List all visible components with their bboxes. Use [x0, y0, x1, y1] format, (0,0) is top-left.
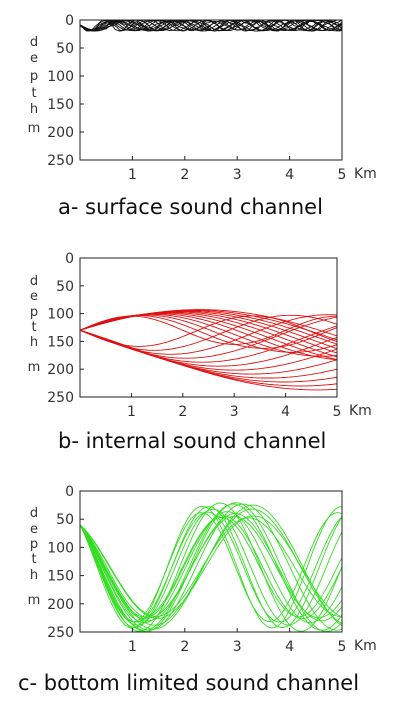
y-tick-label: 100	[47, 307, 74, 323]
x-tick-label: 2	[180, 167, 189, 183]
ray-line	[80, 508, 342, 626]
x-tick-label: 1	[127, 404, 136, 420]
y-tick-label: 50	[56, 279, 74, 295]
y-axis-label-char: p	[30, 69, 38, 84]
y-axis-label-char: p	[30, 537, 38, 552]
y-axis-label-char: t	[31, 320, 36, 335]
y-axis-label-char: e	[30, 522, 38, 537]
x-axis-unit: Km	[354, 166, 377, 182]
x-tick-label: 3	[230, 404, 239, 420]
y-tick-label: 200	[47, 125, 74, 141]
ray-line	[80, 505, 342, 629]
x-tick-label: 5	[333, 404, 342, 420]
y-tick-label: 0	[65, 484, 74, 500]
y-axis-label-char: d	[30, 35, 38, 50]
x-axis-unit: Km	[349, 403, 372, 419]
y-axis-label-char: t	[31, 552, 36, 567]
chart-caption: b- internal sound channel	[58, 429, 326, 453]
ray-line	[80, 313, 337, 361]
y-tick-label: 250	[47, 153, 74, 169]
x-axis-unit: Km	[354, 638, 377, 654]
ray-line	[80, 20, 342, 31]
x-tick-label: 2	[178, 404, 187, 420]
y-axis-label-char: m	[28, 360, 41, 375]
y-tick-label: 150	[47, 569, 74, 585]
ray-group	[80, 20, 342, 32]
y-tick-label: 100	[47, 69, 74, 85]
x-tick-label: 5	[338, 167, 347, 183]
ray-group	[80, 309, 337, 391]
x-tick-label: 5	[338, 639, 347, 655]
plot-frame	[79, 257, 338, 398]
y-axis-label-char: m	[28, 121, 41, 136]
y-axis-label-char: e	[30, 51, 38, 66]
y-tick-label: 150	[47, 334, 74, 350]
y-tick-label: 250	[47, 390, 74, 406]
ray-line	[80, 511, 342, 624]
ray-line	[80, 502, 342, 632]
y-tick-label: 250	[47, 625, 74, 641]
y-axis-label-char: h	[30, 568, 38, 583]
y-axis-label-char: m	[28, 593, 41, 608]
x-tick-label: 4	[285, 167, 294, 183]
ray-line	[80, 309, 337, 337]
ray-line	[80, 20, 342, 32]
plot-frame	[79, 19, 343, 161]
y-tick-label: 200	[47, 597, 74, 613]
x-tick-label: 1	[128, 167, 137, 183]
x-tick-label: 3	[233, 639, 242, 655]
y-tick-label: 50	[56, 512, 74, 528]
ray-line	[80, 329, 337, 391]
y-tick-label: 50	[56, 41, 74, 57]
y-tick-label: 0	[65, 13, 74, 29]
x-tick-label: 1	[128, 639, 137, 655]
x-tick-label: 4	[285, 639, 294, 655]
y-tick-label: 200	[47, 362, 74, 378]
y-axis-label-char: p	[30, 305, 38, 320]
chart-caption: a- surface sound channel	[58, 195, 323, 219]
y-axis-label-char: e	[30, 289, 38, 304]
y-axis-label-char: t	[31, 86, 36, 101]
y-axis-label-char: h	[30, 102, 38, 117]
y-tick-label: 0	[65, 251, 74, 267]
y-axis-label-char: d	[30, 506, 38, 521]
ray-group	[80, 502, 342, 632]
chart-caption: c- bottom limited sound channel	[18, 671, 359, 695]
ray-line	[80, 511, 342, 623]
plot-frame	[79, 490, 343, 633]
x-tick-label: 3	[233, 167, 242, 183]
y-axis-label-char: h	[30, 335, 38, 350]
y-tick-label: 100	[47, 540, 74, 556]
ray-line	[80, 502, 342, 632]
y-tick-label: 150	[47, 97, 74, 113]
ray-line	[80, 504, 342, 630]
ray-line	[80, 329, 337, 371]
x-tick-label: 2	[180, 639, 189, 655]
ray-line	[80, 503, 342, 631]
y-axis-label-char: d	[30, 274, 38, 289]
ray-line	[80, 314, 337, 353]
x-tick-label: 4	[281, 404, 290, 420]
